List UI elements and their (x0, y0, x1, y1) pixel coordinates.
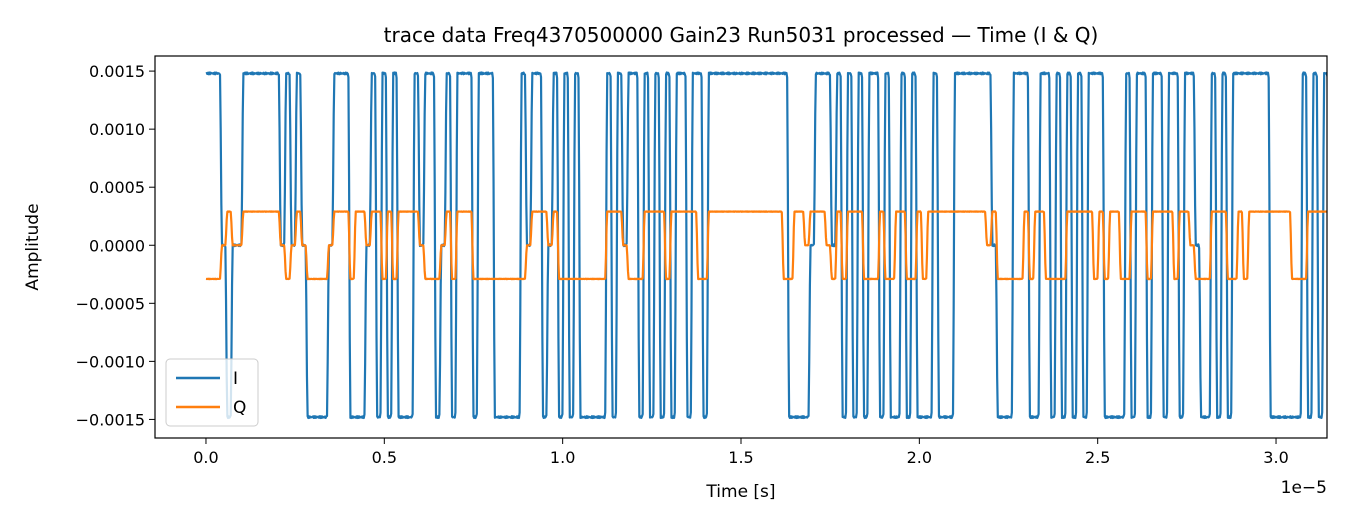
y-tick-label: −0.0015 (76, 410, 145, 429)
legend-label-q: Q (233, 398, 246, 418)
x-tick-label: 0.5 (372, 448, 397, 467)
y-axis: 0.0015 0.0010 0.0005 0.0000 −0.0005 −0.0010 −0… (76, 62, 155, 429)
x-tick-label: 2.0 (907, 448, 932, 467)
y-tick-label: −0.0010 (76, 352, 145, 371)
series-line-q (205, 210, 1327, 281)
x-axis-offset-label: 1e−5 (1281, 478, 1327, 498)
legend-label-i: I (233, 369, 238, 389)
x-tick-label: 0.0 (193, 448, 218, 467)
y-tick-label: 0.0010 (89, 120, 145, 139)
x-tick-label: 3.0 (1263, 448, 1288, 467)
x-tick-label: 1.0 (550, 448, 575, 467)
y-tick-label: 0.0015 (89, 62, 145, 81)
legend-box (165, 358, 259, 427)
y-tick-label: 0.0000 (89, 236, 145, 255)
series-line-i (205, 71, 1327, 420)
x-tick-label: 2.5 (1085, 448, 1110, 467)
x-axis-label: Time [s] (705, 482, 775, 502)
x-tick-label: 1.5 (728, 448, 753, 467)
y-tick-label: −0.0005 (76, 294, 145, 313)
series-layer (205, 71, 1327, 420)
legend: I Q (165, 358, 259, 427)
chart-title: trace data Freq4370500000 Gain23 Run5031… (384, 23, 1099, 47)
y-tick-label: 0.0005 (89, 178, 145, 197)
x-axis: 0.0 0.5 1.0 1.5 2.0 2.5 3.0 (193, 438, 1289, 467)
y-axis-label: Amplitude (23, 203, 43, 290)
